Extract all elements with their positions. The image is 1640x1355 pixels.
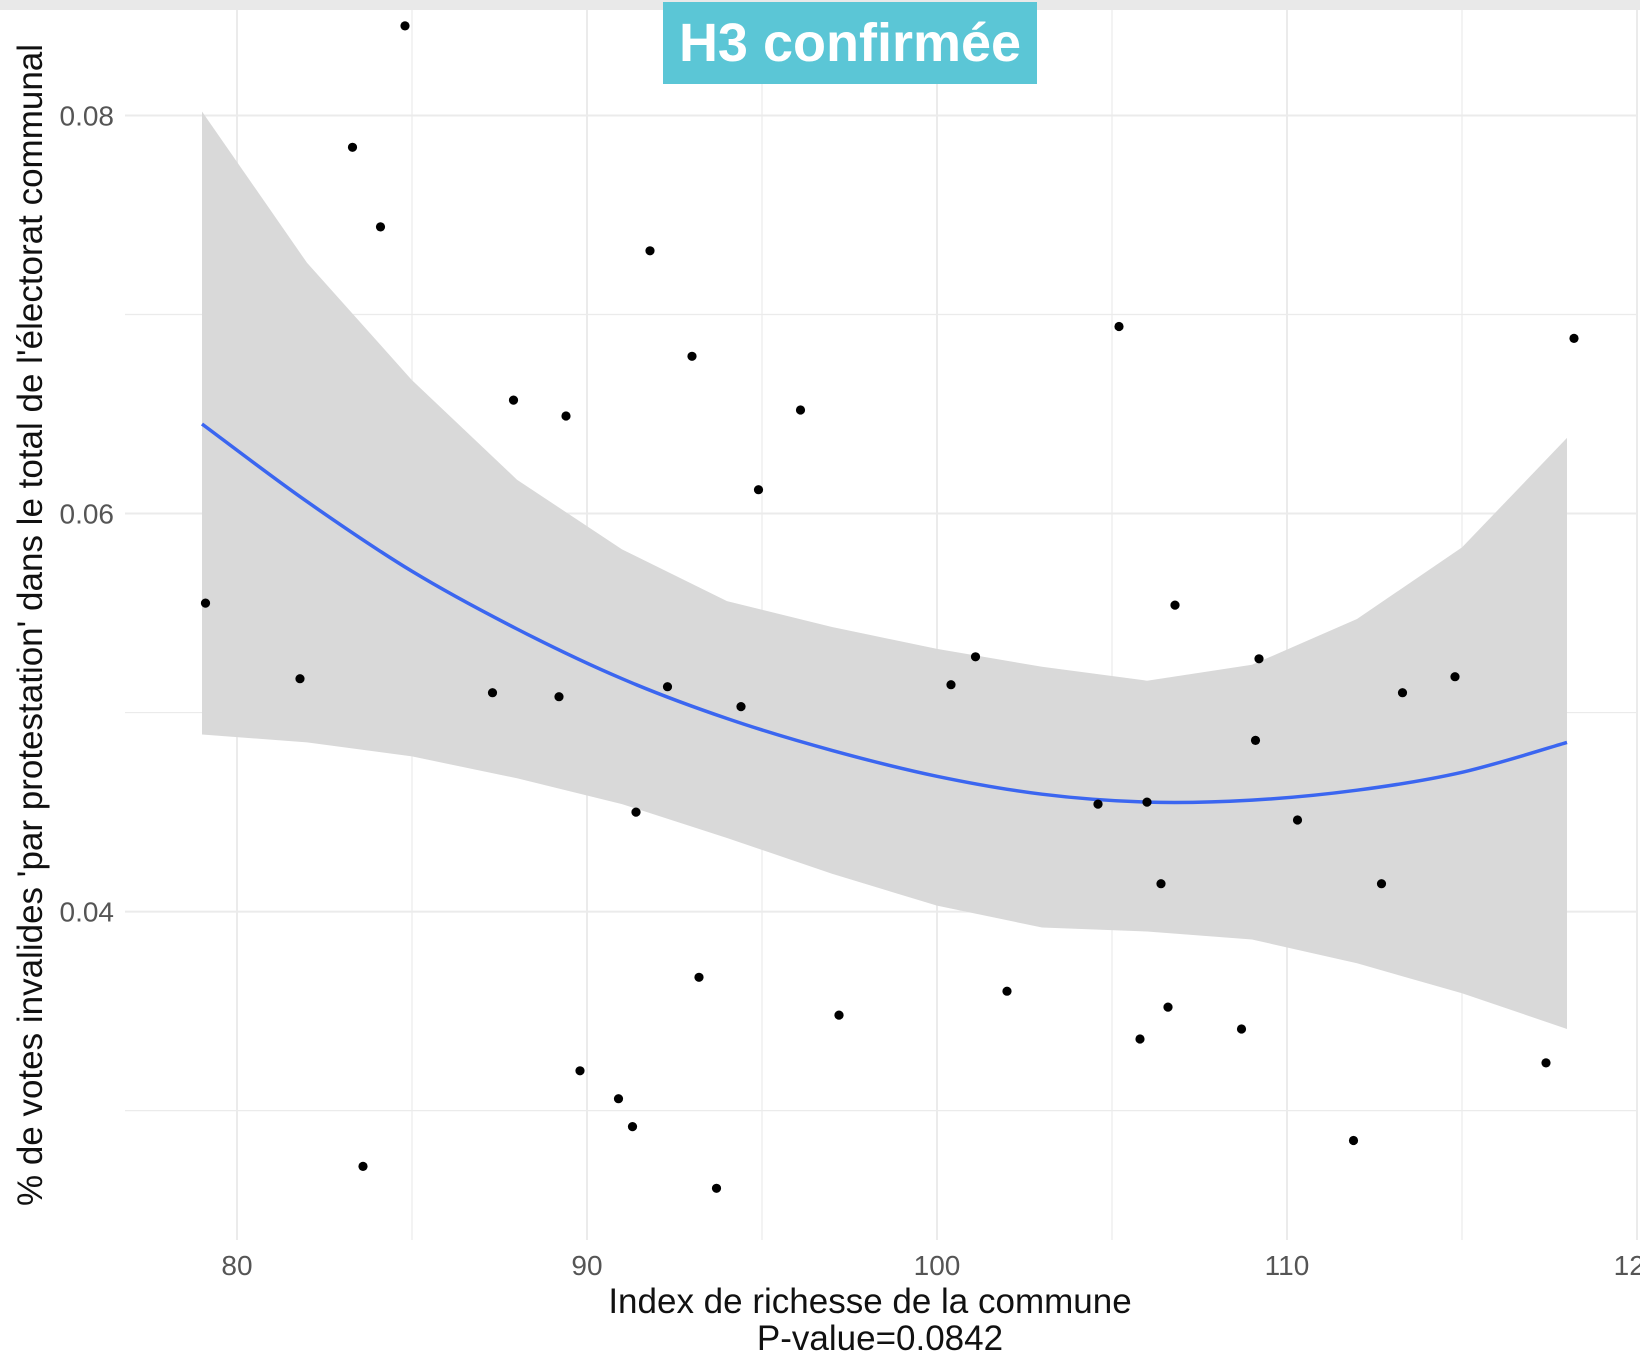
- data-point: [645, 246, 655, 256]
- scatter-points: [200, 21, 1579, 1193]
- data-point: [1292, 815, 1303, 825]
- data-point: [1156, 879, 1166, 889]
- data-point: [1163, 1002, 1173, 1012]
- data-point: [687, 351, 697, 361]
- x-tick-labels: 80 90 100 110 120: [221, 1250, 1640, 1281]
- data-point: [1170, 600, 1180, 610]
- data-point: [575, 1066, 585, 1076]
- data-point: [711, 1183, 722, 1193]
- x-tick-label: 100: [914, 1250, 961, 1281]
- x-tick-label: 90: [571, 1250, 602, 1281]
- data-point: [662, 682, 673, 692]
- data-point: [1450, 672, 1460, 682]
- data-point: [946, 680, 956, 690]
- x-tick-label: 120: [1614, 1250, 1640, 1281]
- data-point: [1093, 799, 1103, 809]
- data-point: [1135, 1034, 1145, 1044]
- data-point: [795, 405, 806, 415]
- confidence-band-layer: [202, 111, 1567, 1029]
- x-axis-title: Index de richesse de la commune: [608, 1282, 1131, 1321]
- confidence-band: [202, 111, 1567, 1029]
- data-point: [400, 21, 410, 31]
- data-point: [561, 411, 571, 421]
- data-point: [1002, 986, 1012, 996]
- data-point: [200, 598, 211, 608]
- x-tick-label: 80: [221, 1250, 252, 1281]
- y-tick-label: 0.04: [60, 897, 115, 928]
- data-point: [631, 807, 641, 817]
- y-axis-title: % de votes invalides 'par protestation' …: [11, 44, 50, 1206]
- smooth-fit-line: [200, 422, 1568, 805]
- y-tick-label: 0.08: [60, 101, 115, 132]
- data-point: [1250, 735, 1261, 746]
- data-point: [753, 485, 764, 495]
- data-point: [1114, 321, 1124, 332]
- data-point: [508, 395, 519, 405]
- x-tick-label: 110: [1265, 1250, 1310, 1281]
- data-point: [554, 692, 564, 702]
- data-point: [1236, 1024, 1247, 1034]
- data-point: [347, 142, 358, 152]
- banner-background: [663, 2, 1037, 84]
- data-point: [1569, 333, 1579, 343]
- data-point: [1397, 688, 1408, 698]
- plot-panel: [125, 10, 1638, 1240]
- data-point: [613, 1094, 624, 1104]
- data-point: [736, 702, 746, 712]
- data-point: [375, 222, 386, 232]
- data-point: [1142, 797, 1152, 807]
- data-point: [834, 1010, 844, 1020]
- data-point: [970, 652, 981, 662]
- data-point: [1254, 654, 1264, 664]
- y-tick-label: 0.06: [60, 499, 115, 530]
- x-axis-subtitle: P-value=0.0842: [757, 1319, 1003, 1355]
- data-point: [694, 972, 704, 982]
- banner-text: H3 confirmée: [679, 13, 1021, 73]
- data-point: [1348, 1135, 1359, 1146]
- data-point: [487, 688, 498, 698]
- y-tick-labels: 0.04 0.06 0.08: [60, 101, 115, 928]
- data-point: [1376, 879, 1387, 889]
- data-point: [358, 1161, 368, 1171]
- data-point: [295, 674, 305, 684]
- data-point: [1541, 1058, 1551, 1068]
- smooth-line-layer: [200, 422, 1568, 805]
- data-point: [627, 1122, 638, 1132]
- title-banner: H3 confirmée: [663, 2, 1037, 84]
